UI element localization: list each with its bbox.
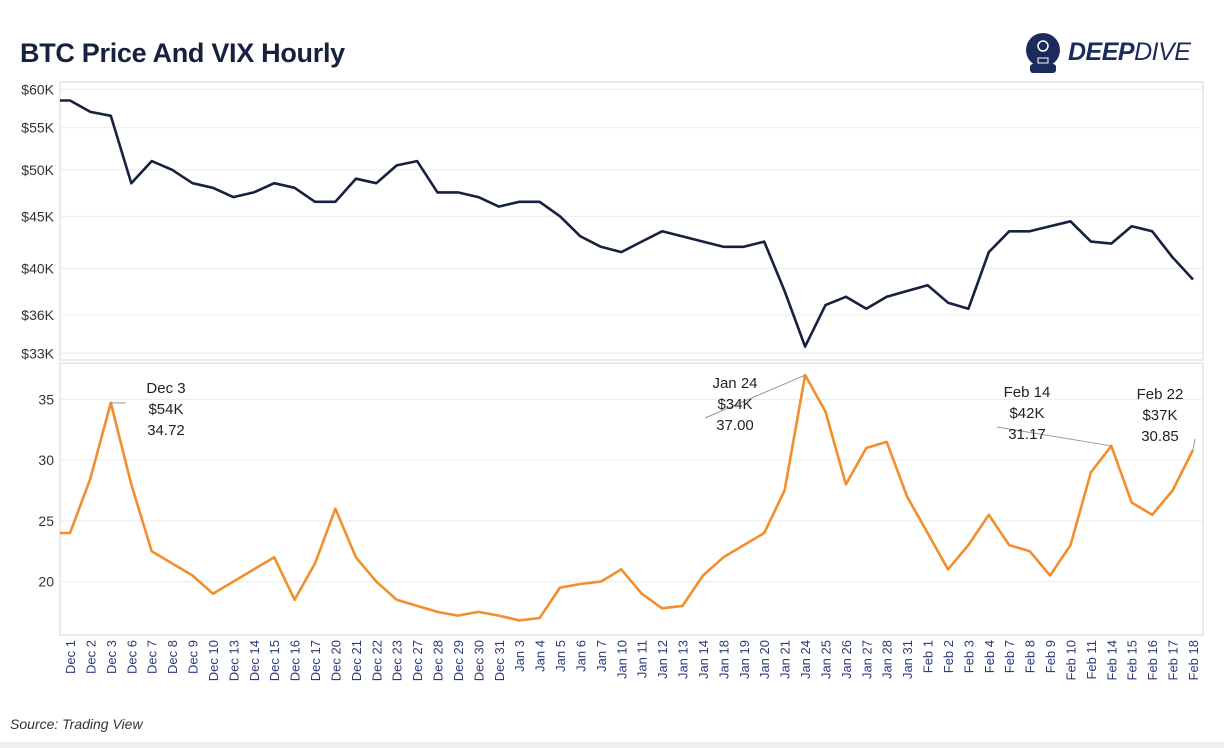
annotation-price: $37K [1142,407,1177,424]
x-tick-label: Dec 10 [206,640,221,681]
annotation-vix: 31.17 [1008,426,1046,443]
logo-text-bold: DEEP [1068,38,1135,66]
chart-title: BTC Price And VIX Hourly [20,38,345,68]
y-tick-label: $60K [21,81,54,97]
y-tick-label: $55K [21,120,54,136]
x-tick-label: Jan 10 [614,640,629,679]
x-tick-label: Jan 21 [778,640,793,679]
x-tick-label: Dec 2 [83,640,98,674]
y-tick-label: 25 [38,513,54,529]
x-tick-label: Feb 15 [1125,640,1140,680]
x-tick-label: Jan 19 [737,640,752,679]
x-tick-label: Dec 27 [410,640,425,681]
x-tick-label: Jan 13 [676,640,691,679]
footer-strip [0,742,1224,748]
annotation-date: Dec 3 [146,380,185,397]
panel-frame-bottom [59,362,1204,636]
x-tick-label: Jan 4 [533,640,548,672]
y-tick-label: $36K [21,307,54,323]
x-tick-label: Feb 9 [1043,640,1058,673]
x-tick-label: Dec 28 [431,640,446,681]
x-tick-label: Jan 3 [512,640,527,672]
x-tick-label: Feb 17 [1166,640,1181,680]
btc-vix-chart: $60K $55K $50K $45K $40K $36K $33K 35 30 25 20 Dec … [21,81,1204,681]
logo-text: DEEPDIVE [1068,38,1191,67]
x-tick-label: Feb 18 [1186,640,1201,680]
annotation-date: Feb 22 [1137,386,1184,403]
x-tick-label: Dec 7 [145,640,160,674]
annotation-vix: 30.85 [1141,428,1179,445]
y-tick-label: 35 [38,391,54,407]
x-tick-label: Dec 9 [186,640,201,674]
deep-dive-logo: DEEPDIVE [1024,30,1204,76]
x-tick-label: Dec 23 [390,640,405,681]
annotation-price: $34K [717,396,752,413]
x-tick-label: Dec 29 [451,640,466,681]
x-tick-label: Dec 1 [63,640,78,674]
x-tick-label: Dec 3 [104,640,119,674]
x-tick-label: Feb 4 [982,640,997,673]
x-tick-label: Dec 13 [226,640,241,681]
x-tick-label: Jan 28 [880,640,895,679]
x-tick-label: Dec 22 [369,640,384,681]
x-tick-label: Jan 18 [716,640,731,679]
x-tick-label: Dec 30 [471,640,486,681]
y-tick-label: $45K [21,208,54,224]
x-tick-label: Dec 6 [124,640,139,674]
y-tick-label: $33K [21,345,54,361]
x-tick-label: Jan 12 [655,640,670,679]
x-tick-label: Dec 17 [308,640,323,681]
y-tick-label: 20 [38,574,54,590]
diving-helmet-icon [1026,33,1060,73]
x-tick-label: Jan 6 [573,640,588,672]
x-tick-label: Dec 15 [267,640,282,681]
x-tick-label: Jan 31 [900,640,915,679]
panel-frame-top [59,81,1204,361]
x-tick-label: Feb 8 [1023,640,1038,673]
x-tick-label: Jan 20 [757,640,772,679]
btc-price-line [60,99,1194,348]
x-tick-label: Dec 14 [247,640,262,681]
x-tick-label: Jan 27 [859,640,874,679]
annotation-price: $54K [148,401,183,418]
y-tick-label: $40K [21,260,54,276]
x-tick-label: Feb 7 [1002,640,1017,673]
annotation-price: $42K [1009,405,1044,422]
x-tick-label: Feb 16 [1145,640,1160,680]
x-tick-label: Dec 16 [288,640,303,681]
x-tick-label: Dec 20 [328,640,343,681]
x-tick-label: Jan 5 [553,640,568,672]
annotation-leader-line [704,374,806,419]
x-tick-label: Jan 25 [818,640,833,679]
x-tick-label: Jan 24 [798,640,813,679]
x-tick-label: Jan 26 [839,640,854,679]
x-tick-label: Dec 21 [349,640,364,681]
annotation-leader-line [1192,438,1196,450]
y-tick-label: $50K [21,162,54,178]
y-tick-label: 30 [38,452,54,468]
x-tick-label: Feb 2 [941,640,956,673]
annotation-vix: 37.00 [716,417,754,434]
x-tick-label: Jan 11 [635,640,650,678]
x-tick-label: Feb 11 [1084,640,1099,680]
x-tick-label: Feb 1 [921,640,936,673]
source-note: Source: Trading View [10,716,143,732]
x-tick-label: Dec 8 [165,640,180,674]
annotation-date: Feb 14 [1004,384,1051,401]
x-tick-label: Feb 3 [961,640,976,673]
x-tick-label: Jan 7 [594,640,609,672]
annotation-date: Jan 24 [712,375,757,392]
annotation-vix: 34.72 [147,422,185,439]
x-tick-label: Feb 14 [1104,640,1119,680]
logo-text-regular: DIVE [1134,38,1191,66]
x-tick-label: Feb 10 [1063,640,1078,680]
x-tick-label: Jan 14 [696,640,711,679]
annotation-leader-line [996,426,1112,447]
x-tick-label: Dec 31 [492,640,507,681]
